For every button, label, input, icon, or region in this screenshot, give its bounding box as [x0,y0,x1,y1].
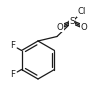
Text: O: O [81,23,87,31]
Text: Cl: Cl [78,8,86,16]
Text: F: F [10,70,15,79]
Text: F: F [10,41,15,50]
Text: O: O [57,23,63,31]
Text: S: S [69,17,75,26]
